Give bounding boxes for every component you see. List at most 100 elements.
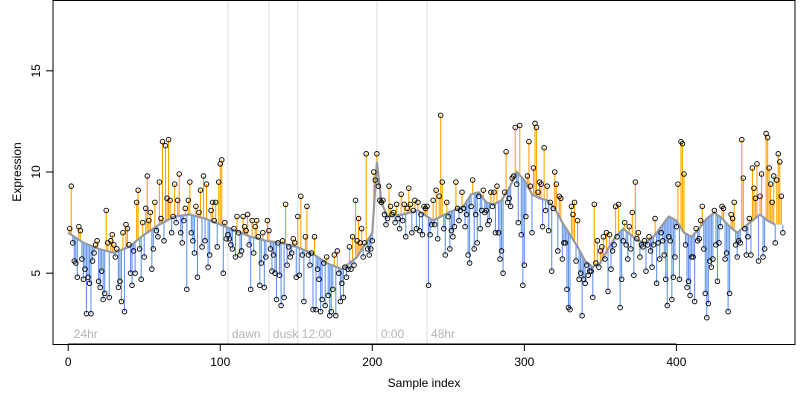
data-point (247, 286, 254, 293)
data-point (404, 205, 411, 212)
data-point (91, 250, 97, 256)
baseline-line (67, 161, 776, 271)
data-point (775, 151, 782, 157)
data-point (541, 144, 547, 151)
data-point (246, 242, 252, 248)
data-point (73, 260, 79, 266)
data-point (462, 223, 468, 230)
data-point (260, 229, 266, 236)
x-tick-label: 100 (210, 355, 230, 369)
data-point (705, 300, 712, 307)
data-point (623, 242, 629, 248)
data-point (390, 209, 397, 216)
x-tick-label: 300 (514, 355, 534, 369)
data-point (500, 270, 506, 276)
data-point (427, 231, 433, 238)
data-point (498, 248, 505, 254)
data-point (320, 260, 327, 266)
data-point (208, 207, 214, 214)
data-point (558, 195, 564, 202)
data-point (774, 177, 780, 183)
data-point (144, 173, 151, 179)
data-point (425, 282, 432, 289)
data-point (635, 229, 642, 236)
data-point (295, 213, 301, 220)
data-point (205, 264, 211, 270)
data-point (778, 193, 785, 200)
data-point (711, 207, 718, 214)
data-point (258, 260, 265, 266)
data-point (503, 149, 509, 155)
data-point (579, 312, 585, 319)
data-point (577, 270, 584, 276)
data-point (570, 211, 576, 218)
data-point (442, 252, 449, 258)
data-point (486, 217, 493, 224)
data-point (409, 229, 415, 236)
data-point (643, 268, 649, 274)
data-point (292, 240, 298, 246)
data-point (474, 240, 480, 246)
data-point (749, 165, 756, 171)
data-point (535, 189, 541, 195)
data-point (673, 223, 680, 230)
data-point (88, 310, 94, 317)
data-point (401, 201, 407, 208)
data-point (646, 234, 652, 240)
data-point (494, 183, 500, 189)
data-point (94, 238, 100, 244)
data-point (659, 238, 666, 244)
data-point (637, 254, 643, 260)
data-point (492, 229, 499, 236)
section-label: 0:00 (381, 327, 405, 341)
data-point (334, 248, 341, 254)
data-point (209, 199, 216, 206)
data-point (358, 225, 365, 232)
data-point (663, 276, 669, 282)
data-point (634, 236, 640, 242)
data-point (319, 296, 325, 303)
data-point (687, 292, 693, 299)
data-point (701, 246, 707, 252)
data-point (307, 262, 313, 268)
section-label: 24hr (74, 327, 98, 341)
data-point (392, 219, 398, 226)
data-point (86, 280, 93, 287)
data-point (697, 217, 704, 224)
data-point (366, 252, 373, 258)
data-point (418, 211, 424, 218)
data-point (606, 231, 613, 238)
data-point (220, 270, 227, 276)
data-point (652, 215, 658, 222)
data-point (655, 240, 661, 246)
data-point (229, 246, 236, 252)
data-point (340, 294, 347, 301)
data-point (257, 282, 263, 289)
data-point (767, 181, 774, 187)
data-point (285, 244, 292, 250)
data-point (679, 140, 686, 147)
data-point (355, 215, 362, 222)
data-point (308, 250, 315, 256)
data-point (517, 122, 523, 129)
data-point (98, 268, 105, 274)
data-point (656, 256, 663, 262)
data-point (529, 229, 535, 236)
data-point (676, 276, 683, 282)
data-point (168, 229, 175, 236)
data-point (650, 242, 657, 248)
data-point (609, 248, 616, 254)
data-point (176, 171, 182, 177)
data-point (383, 221, 389, 228)
data-point (582, 280, 588, 287)
data-point (302, 234, 309, 240)
data-point (410, 207, 417, 214)
data-point (444, 199, 450, 206)
data-point (649, 264, 655, 270)
data-point (66, 225, 73, 232)
data-point (488, 189, 494, 195)
data-point (746, 215, 753, 222)
data-point (544, 183, 550, 189)
data-point (465, 252, 471, 258)
data-point (179, 240, 185, 246)
